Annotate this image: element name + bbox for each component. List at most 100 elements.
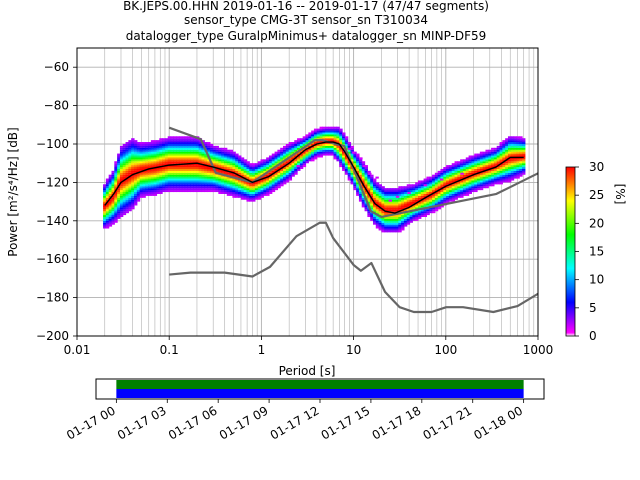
psd-cell: [131, 186, 135, 189]
psd-cell: [330, 132, 335, 135]
psd-cell: [426, 176, 430, 179]
psd-cell: [328, 138, 332, 141]
psd-cell: [128, 191, 132, 194]
psd-cell: [522, 138, 526, 141]
psd-cell: [167, 165, 172, 168]
psd-cell: [412, 188, 416, 191]
psd-cell: [181, 188, 186, 191]
psd-cell: [195, 190, 200, 193]
psd-cell: [190, 155, 194, 158]
psd-cell: [316, 149, 321, 152]
psd-cell: [370, 176, 374, 179]
psd-cell: [502, 163, 506, 166]
psd-cell: [426, 197, 430, 200]
psd-cell: [375, 207, 380, 210]
psd-cell: [375, 224, 380, 227]
psd-cell: [240, 182, 245, 185]
psd-cell: [136, 178, 141, 181]
psd-cell: [316, 153, 321, 156]
psd-cell: [417, 184, 422, 187]
psd-cell: [119, 191, 124, 194]
psd-cell: [415, 190, 419, 193]
psd-cell: [195, 184, 200, 187]
psd-cell: [499, 170, 503, 173]
psd-cell: [434, 180, 439, 183]
psd-cell: [510, 142, 515, 145]
psd-cell: [448, 182, 453, 185]
psd-cell: [311, 151, 315, 154]
psd-cell: [417, 216, 422, 219]
psd-cell: [437, 199, 442, 202]
psd-cell: [347, 170, 352, 173]
psd-cell: [462, 172, 467, 175]
psd-cell: [401, 220, 405, 223]
psd-cell: [479, 188, 484, 191]
psd-cell: [173, 186, 177, 189]
psd-cell: [190, 170, 194, 173]
psd-cell: [212, 182, 217, 185]
psd-cell: [162, 155, 166, 158]
psd-cell: [443, 193, 447, 196]
psd-cell: [170, 176, 174, 179]
psd-cell: [193, 168, 197, 171]
psd-cell: [111, 191, 115, 194]
psd-cell: [488, 159, 492, 162]
psd-cell: [193, 157, 197, 160]
psd-cell: [178, 140, 183, 143]
psd-cell: [336, 138, 340, 141]
psd-cell: [105, 211, 110, 214]
psd-cell: [443, 182, 447, 185]
psd-cell: [136, 161, 141, 164]
psd-cell: [448, 170, 453, 173]
psd-cell: [415, 197, 419, 200]
psd-cell: [339, 157, 343, 160]
psd-cell: [221, 184, 225, 187]
psd-cell: [398, 191, 402, 194]
psd-cell: [440, 180, 444, 183]
psd-cell: [465, 163, 470, 166]
psd-cell: [451, 184, 456, 187]
psd-cell: [356, 155, 360, 158]
psd-cell: [291, 155, 295, 158]
psd-cell: [375, 205, 380, 208]
psd-cell: [153, 153, 158, 156]
psd-cell: [131, 161, 135, 164]
psd-cell: [159, 161, 163, 164]
psd-cell: [387, 224, 391, 227]
psd-cell: [299, 149, 304, 152]
psd-cell: [387, 222, 391, 225]
psd-cell: [299, 165, 304, 168]
psd-cell: [209, 188, 214, 191]
psd-cell: [440, 170, 444, 173]
psd-cell: [122, 188, 127, 191]
psd-cell: [201, 176, 205, 179]
psd-cell: [384, 211, 388, 214]
psd-cell: [471, 178, 475, 181]
psd-cell: [209, 153, 214, 156]
psd-cell: [184, 172, 188, 175]
psd-cell: [420, 186, 425, 189]
coverage-tick-label: 01-17 03: [115, 403, 169, 442]
psd-cell: [198, 151, 203, 154]
psd-cell: [159, 170, 163, 173]
psd-cell: [384, 197, 388, 200]
psd-cell: [167, 143, 172, 146]
psd-cell: [372, 205, 377, 208]
psd-cell: [347, 161, 352, 164]
psd-cell: [105, 213, 110, 216]
psd-cell: [319, 147, 323, 150]
psd-cell: [299, 143, 304, 146]
psd-cell: [347, 143, 352, 146]
psd-cell: [131, 193, 135, 196]
psd-cell: [291, 143, 295, 146]
psd-cell: [170, 147, 174, 150]
psd-cell: [249, 193, 253, 196]
psd-cell: [519, 157, 523, 160]
psd-cell: [510, 157, 515, 160]
psd-cell: [133, 197, 138, 200]
psd-cell: [451, 186, 456, 189]
psd-cell: [513, 163, 517, 166]
psd-cell: [280, 155, 284, 158]
psd-cell: [156, 184, 160, 187]
psd-cell: [178, 165, 183, 168]
